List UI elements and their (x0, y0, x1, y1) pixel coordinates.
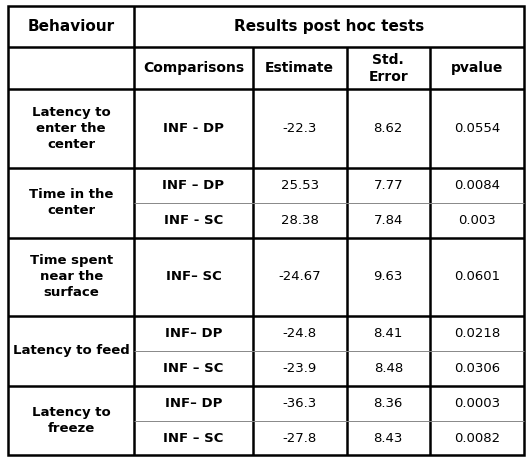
Text: Std.
Error: Std. Error (369, 53, 408, 84)
Text: -36.3: -36.3 (282, 396, 317, 410)
Text: 8.62: 8.62 (373, 122, 403, 135)
Text: 0.0003: 0.0003 (454, 396, 500, 410)
Text: -24.8: -24.8 (282, 327, 317, 340)
Text: INF – SC: INF – SC (163, 362, 223, 375)
Text: INF– SC: INF– SC (165, 270, 221, 283)
Text: INF – DP: INF – DP (162, 179, 225, 192)
Text: 28.38: 28.38 (281, 213, 319, 227)
Text: INF - DP: INF - DP (163, 122, 224, 135)
Text: -22.3: -22.3 (282, 122, 317, 135)
Text: 0.0554: 0.0554 (454, 122, 500, 135)
Text: Latency to feed: Latency to feed (13, 344, 129, 357)
Text: Latency to
enter the
center: Latency to enter the center (32, 106, 111, 151)
Text: Estimate: Estimate (265, 61, 334, 76)
Text: Latency to
freeze: Latency to freeze (32, 406, 111, 435)
Text: 9.63: 9.63 (373, 270, 403, 283)
Text: INF - SC: INF - SC (164, 213, 223, 227)
Text: 0.0306: 0.0306 (454, 362, 500, 375)
Text: 0.0601: 0.0601 (454, 270, 500, 283)
Text: Behaviour: Behaviour (28, 19, 115, 34)
Text: 0.0082: 0.0082 (454, 431, 500, 444)
Text: 8.36: 8.36 (373, 396, 403, 410)
Text: 8.43: 8.43 (373, 431, 403, 444)
Text: pvalue: pvalue (451, 61, 503, 76)
Text: 0.0218: 0.0218 (454, 327, 500, 340)
Text: 0.003: 0.003 (458, 213, 496, 227)
Text: 8.48: 8.48 (373, 362, 403, 375)
Text: Comparisons: Comparisons (143, 61, 244, 76)
Text: 7.77: 7.77 (373, 179, 403, 192)
Text: INF – SC: INF – SC (163, 431, 223, 444)
Text: -27.8: -27.8 (282, 431, 317, 444)
Text: Time in the
center: Time in the center (29, 188, 113, 217)
Text: INF– DP: INF– DP (165, 396, 222, 410)
Text: -23.9: -23.9 (282, 362, 317, 375)
Text: -24.67: -24.67 (278, 270, 321, 283)
Text: 7.84: 7.84 (373, 213, 403, 227)
Text: INF– DP: INF– DP (165, 327, 222, 340)
Text: 8.41: 8.41 (373, 327, 403, 340)
Text: Time spent
near the
surface: Time spent near the surface (30, 254, 113, 299)
Text: 25.53: 25.53 (280, 179, 319, 192)
Text: 0.0084: 0.0084 (454, 179, 500, 192)
Text: Results post hoc tests: Results post hoc tests (234, 19, 425, 34)
